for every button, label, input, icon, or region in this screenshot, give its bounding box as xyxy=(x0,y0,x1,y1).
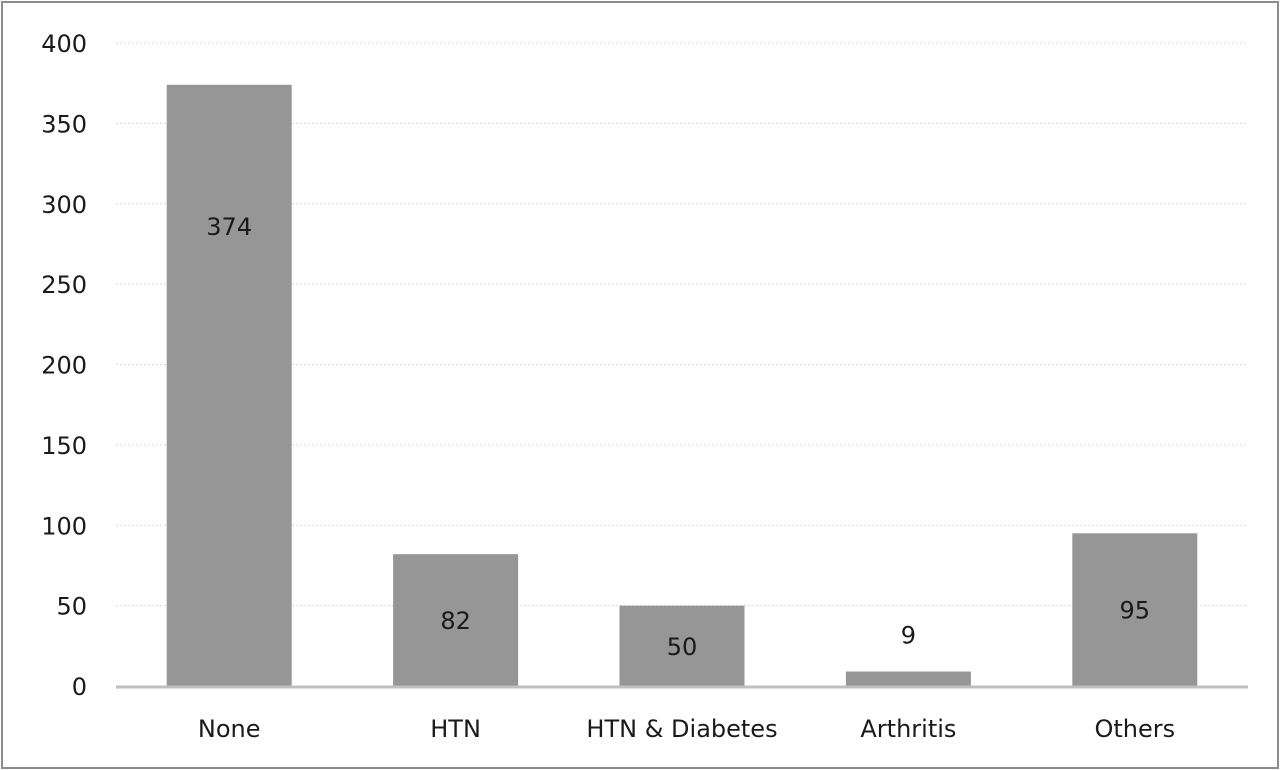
y-axis-ticks: 0 50 100 150 200 250 300 350 400 xyxy=(41,30,87,701)
y-tick-label: 200 xyxy=(41,352,87,380)
y-tick-label: 50 xyxy=(56,593,87,621)
bar-htn xyxy=(393,554,519,686)
y-tick-label: 150 xyxy=(41,432,87,460)
data-label: 9 xyxy=(901,622,916,650)
bar-arthritis xyxy=(845,671,971,686)
x-category-label: Others xyxy=(1094,715,1175,743)
data-label: 50 xyxy=(667,633,698,661)
gridlines xyxy=(116,42,1248,607)
data-label: 374 xyxy=(206,213,252,241)
data-label: 95 xyxy=(1120,597,1151,625)
bar-htn-diabetes xyxy=(619,605,745,686)
y-tick-label: 400 xyxy=(41,30,87,58)
x-category-label: Arthritis xyxy=(860,715,956,743)
y-tick-label: 350 xyxy=(41,110,87,138)
y-tick-label: 250 xyxy=(41,271,87,299)
bars xyxy=(166,84,1198,687)
x-category-label: None xyxy=(198,715,261,743)
x-category-label: HTN & Diabetes xyxy=(586,715,777,743)
y-tick-label: 300 xyxy=(41,191,87,219)
data-labels: 374 82 50 9 95 xyxy=(206,213,1150,661)
x-axis-categories: None HTN HTN & Diabetes Arthritis Others xyxy=(198,715,1175,743)
y-tick-label: 100 xyxy=(41,512,87,540)
bar-none xyxy=(166,84,292,687)
x-category-label: HTN xyxy=(430,715,481,743)
data-label: 82 xyxy=(440,607,471,635)
y-tick-label: 0 xyxy=(72,673,87,701)
bar-others xyxy=(1072,533,1198,686)
bar-chart: 0 50 100 150 200 250 300 350 400 None HTN HTN & Di… xyxy=(41,30,1248,743)
